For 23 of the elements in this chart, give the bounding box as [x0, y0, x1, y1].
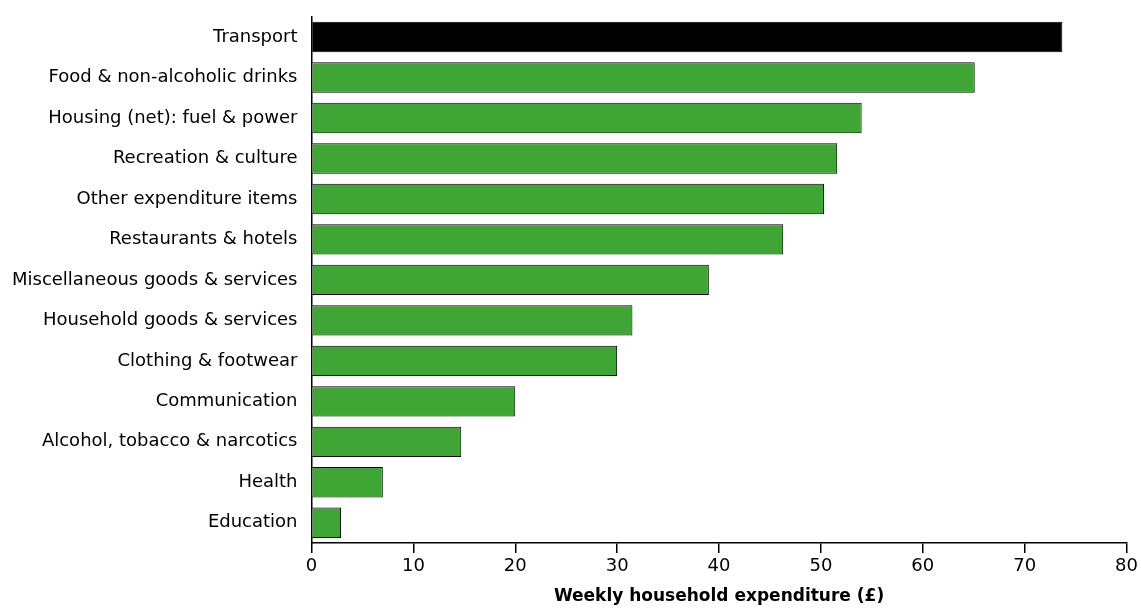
y-tick-label: Transport — [212, 24, 298, 46]
y-tick-label: Education — [207, 510, 298, 532]
x-tick-label: 50 — [809, 554, 833, 576]
y-tick-label: Clothing & footwear — [117, 348, 299, 370]
x-tick-label: 60 — [911, 554, 935, 576]
y-tick-label: Household goods & services — [42, 308, 298, 330]
y-tick-label: Recreation & culture — [112, 146, 298, 168]
x-tick-label: 0 — [305, 554, 318, 576]
y-tick-label: Housing (net): fuel & power — [48, 105, 299, 127]
y-tick-label: Restaurants & hotels — [109, 227, 298, 249]
y-tick-label: Communication — [155, 389, 298, 410]
x-tick-label: 80 — [1115, 554, 1138, 576]
y-tick-label: Miscellaneous goods & services — [11, 267, 298, 289]
x-tick-label: 30 — [605, 554, 629, 576]
y-tick-label: Other expenditure items — [76, 186, 298, 208]
x-tick-label: 20 — [503, 554, 527, 576]
x-tick-label: 40 — [707, 554, 731, 576]
x-axis-title: Weekly household expenditure (£) — [553, 585, 885, 606]
x-tick-label: 10 — [401, 554, 425, 576]
y-tick-label: Food & non-alcoholic drinks — [48, 65, 298, 87]
y-tick-label: Alcohol, tobacco & narcotics — [41, 429, 298, 451]
y-tick-label: Health — [238, 469, 298, 491]
x-tick-label: 70 — [1013, 554, 1037, 576]
